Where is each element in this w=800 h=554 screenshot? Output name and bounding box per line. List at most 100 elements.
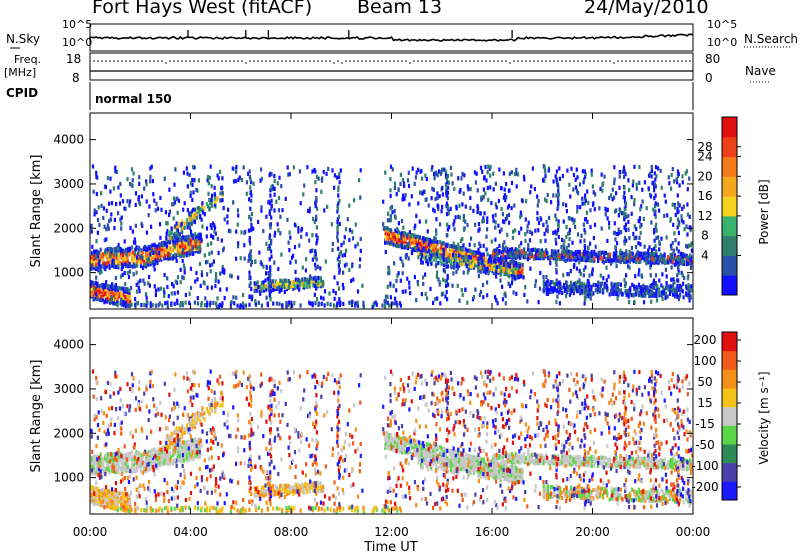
power-cell <box>555 267 558 273</box>
power-cell <box>164 210 167 215</box>
power-cell <box>645 251 648 256</box>
power-cell <box>166 276 169 281</box>
power-cell <box>435 232 438 237</box>
power-cell <box>356 289 360 294</box>
power-cell <box>589 241 592 246</box>
power-cell <box>233 301 236 306</box>
power-cell <box>382 222 385 227</box>
power-cell <box>628 188 631 193</box>
power-cell <box>677 297 680 302</box>
power-cell <box>166 304 169 309</box>
power-cell <box>485 234 488 239</box>
power-cell <box>336 257 339 262</box>
power-cell <box>152 250 155 255</box>
power-cell <box>431 186 434 191</box>
power-cell <box>263 288 266 293</box>
power-cell <box>612 285 615 291</box>
power-cell <box>390 204 394 210</box>
power-cell <box>110 292 113 298</box>
power-cell <box>237 241 240 246</box>
power-cell <box>191 164 195 170</box>
power-cell <box>250 297 253 302</box>
power-cell <box>638 285 641 290</box>
power-cell <box>642 293 645 298</box>
power-cell <box>625 257 628 262</box>
power-cell <box>292 286 295 291</box>
power-cell <box>421 236 424 241</box>
power-cell <box>413 181 416 186</box>
power-cell <box>389 217 392 222</box>
power-cell <box>585 210 588 215</box>
power-cell <box>574 185 578 190</box>
power-cell <box>583 257 586 262</box>
power-cell <box>308 209 311 214</box>
freq-dot <box>649 60 651 62</box>
power-cell <box>131 245 134 250</box>
power-cell <box>189 181 192 186</box>
power-cell <box>392 232 395 237</box>
power-cell <box>188 226 192 231</box>
power-cell <box>467 258 470 263</box>
power-cell <box>173 244 176 249</box>
power-cell <box>555 278 558 283</box>
power-cell <box>356 242 359 247</box>
power-cell <box>499 270 502 276</box>
power-cell <box>607 256 610 261</box>
power-cell <box>652 281 655 286</box>
power-cell <box>687 243 691 248</box>
power-cell <box>502 195 505 200</box>
power-cell <box>518 264 521 269</box>
power-cell <box>594 288 597 293</box>
power-cell <box>603 174 606 179</box>
power-cell <box>413 226 416 231</box>
power-cell <box>425 197 428 202</box>
velocity-cell <box>176 446 179 451</box>
power-cell <box>163 176 166 181</box>
power-cell <box>483 211 486 216</box>
power-cell <box>510 180 514 186</box>
power-cell <box>549 280 553 285</box>
power-cell <box>474 250 477 255</box>
power-cell <box>659 252 662 257</box>
power-cell <box>337 286 341 291</box>
power-cell <box>168 212 171 218</box>
power-cell <box>95 170 98 175</box>
power-cell <box>400 235 403 240</box>
power-cell <box>502 262 505 268</box>
power-cell <box>336 217 339 222</box>
power-cell <box>640 204 643 209</box>
power-cell <box>649 252 652 257</box>
freq-dot <box>461 60 463 62</box>
power-cell <box>258 250 261 255</box>
power-cell <box>502 242 505 248</box>
velocity-cell <box>203 417 206 422</box>
velocity-cell <box>294 488 297 493</box>
power-cell <box>688 289 691 294</box>
power-cell <box>168 238 171 243</box>
power-cell <box>530 252 533 257</box>
power-cell <box>132 171 135 176</box>
power-cell <box>100 203 103 208</box>
power-cell <box>348 267 351 273</box>
velocity-cell <box>90 491 93 497</box>
power-cell <box>628 265 631 270</box>
power-cell <box>582 283 585 288</box>
power-cell <box>431 165 434 170</box>
velocity-cell <box>301 486 304 491</box>
power-cell <box>182 170 185 175</box>
power-cell <box>647 260 650 265</box>
power-cell <box>446 251 449 256</box>
power-cell <box>642 288 645 293</box>
velocity-cell <box>142 462 145 467</box>
velocity-cell <box>183 449 186 454</box>
power-cell <box>562 202 565 207</box>
power-cell <box>216 173 219 178</box>
power-cell <box>438 194 441 199</box>
power-cell <box>625 249 628 254</box>
power-cell <box>449 263 453 268</box>
power-cell <box>639 255 642 260</box>
power-cell <box>98 259 101 264</box>
power-cell <box>507 249 510 254</box>
power-cell <box>142 278 145 283</box>
power-cell <box>114 165 117 170</box>
